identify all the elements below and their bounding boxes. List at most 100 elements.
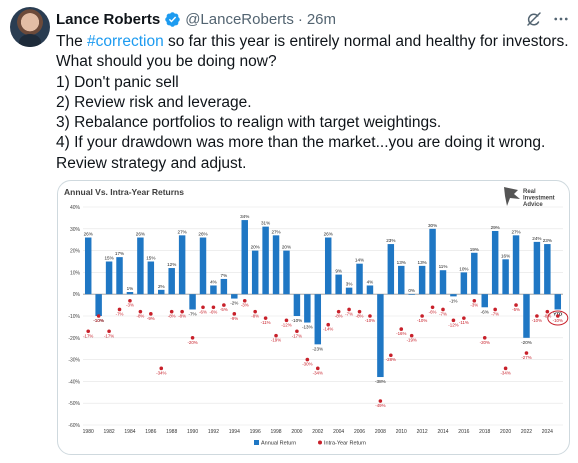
dot-intra-1983	[117, 307, 122, 312]
bar-annual-1993	[220, 278, 228, 295]
dot-intra-2009	[389, 353, 393, 358]
bar-label-2024: 23%	[543, 238, 552, 243]
dot-intra-2017	[472, 298, 477, 303]
bar-label-2009: 23%	[386, 238, 395, 243]
bar-annual-2007	[366, 285, 374, 295]
bar-label-2011: 0%	[408, 288, 415, 293]
bar-annual-1998	[272, 235, 280, 295]
dot-label-1989: -8%	[178, 314, 186, 319]
dot-intra-YTD	[555, 314, 560, 318]
bar-annual-2002	[314, 294, 322, 345]
bar-label-1997: 31%	[261, 221, 270, 226]
more-icon[interactable]	[552, 10, 570, 28]
hashtag-link[interactable]: #correction	[87, 33, 164, 50]
dot-label-2006: -8%	[356, 314, 364, 319]
x-tick-label: 2010	[396, 429, 407, 435]
y-tick-label: -60%	[68, 423, 80, 429]
dot-intra-2011	[409, 333, 414, 338]
y-tick-label: 0%	[73, 292, 81, 298]
dot-intra-2004	[336, 309, 341, 314]
dot-label-2000: -17%	[292, 333, 302, 338]
bar-annual-2009	[387, 244, 395, 295]
dot-label-2018: -20%	[480, 340, 490, 345]
dot-label-1997: -11%	[261, 320, 271, 325]
bar-annual-2011	[408, 294, 415, 295]
dot-intra-1988	[169, 309, 174, 314]
dot-label-2010: -16%	[396, 331, 406, 336]
bar-annual-2020	[502, 259, 509, 295]
bar-annual-2023	[533, 241, 541, 295]
bar-label-2003: 26%	[324, 232, 333, 237]
bar-label-1981: -10%	[93, 318, 104, 323]
dot-label-2020: -34%	[500, 370, 510, 375]
tweet-line-0: The #correction so far this year is enti…	[56, 32, 571, 52]
dot-intra-2013	[430, 305, 435, 310]
grok-icon[interactable]	[525, 10, 543, 28]
tweet-line-2: 1) Don't panic sell	[56, 73, 179, 91]
bar-label-2007: 4%	[367, 279, 374, 284]
x-tick-label: 2008	[375, 429, 386, 435]
dot-label-1993: -5%	[220, 307, 228, 312]
dot-label-2016: -11%	[459, 320, 469, 325]
dot-intra-2002	[315, 366, 320, 371]
dot-label-2024: -8%	[543, 314, 551, 319]
x-tick-label: 2012	[417, 429, 428, 435]
bar-annual-2003	[324, 237, 332, 295]
bar-annual-1989	[178, 235, 186, 295]
dot-label-2019: -7%	[491, 311, 499, 316]
bar-annual-2004	[335, 274, 342, 295]
bar-annual-2014	[439, 270, 447, 295]
author-name[interactable]: Lance Roberts	[56, 10, 161, 28]
bar-label-1991: 26%	[198, 232, 207, 237]
y-tick-label: 40%	[70, 205, 81, 211]
highlight-ring	[547, 310, 569, 326]
avatar[interactable]	[10, 7, 50, 47]
bar-annual-2021	[512, 235, 520, 295]
dot-intra-2022	[524, 351, 529, 355]
dot-intra-2006	[357, 309, 362, 314]
bar-annual-1990	[189, 294, 196, 310]
brand-text-2: Advice	[523, 202, 543, 208]
legend-swatch-annual	[254, 440, 259, 445]
bar-label-2000: -10%	[292, 318, 303, 323]
timestamp[interactable]: 26m	[306, 10, 337, 28]
brand-text-1: Investment	[523, 196, 555, 202]
dot-intra-2015	[451, 318, 456, 323]
bar-label-1990: -7%	[188, 311, 196, 316]
dot-label-2015: -12%	[448, 322, 458, 327]
dot-intra-2023	[535, 314, 539, 318]
dot-label-1995: -3%	[241, 303, 249, 308]
bar-label-2018: -6%	[481, 309, 489, 314]
brand-text-0: Real	[523, 189, 536, 195]
x-tick-label: 1980	[83, 429, 94, 435]
bar-annual-1995	[241, 220, 248, 295]
bar-annual-1984	[126, 292, 134, 295]
bar-label-1982: 15%	[104, 256, 113, 261]
bar-annual-2019	[491, 230, 499, 295]
tweet-line-6: Review strategy and adjust.	[56, 154, 247, 172]
tweet-media-chart[interactable]: Annual Vs. Intra-Year Returns Real Investm…	[57, 180, 570, 455]
dot-intra-2001	[305, 357, 310, 362]
author-handle[interactable]: @LanceRoberts	[185, 10, 294, 28]
bar-label-2019: 29%	[491, 225, 500, 230]
tweet-line-3: 2) Review risk and leverage.	[56, 93, 252, 111]
bar-annual-2016	[460, 272, 468, 295]
dot-label-1984: -3%	[126, 303, 134, 308]
dot-intra-2014	[441, 307, 445, 312]
bar-annual-2024	[544, 244, 551, 295]
x-tick-label: 1984	[124, 429, 135, 435]
x-tick-label: 2004	[333, 429, 344, 435]
bar-label-1992: 4%	[210, 279, 217, 284]
bar-label-2022: -20%	[521, 340, 532, 345]
text-before-hashtag: The	[56, 33, 88, 50]
dot-intra-2007	[368, 314, 372, 318]
dot-intra-2000	[295, 329, 299, 334]
dot-intra-1991	[201, 305, 205, 310]
bar-label-1983: 17%	[115, 251, 124, 256]
legend-label-annual: Annual Return	[261, 441, 296, 447]
bar-label-1988: 12%	[167, 262, 176, 267]
dot-label-1985: -8%	[136, 314, 144, 319]
bar-label-2015: -1%	[449, 298, 457, 303]
dot-label-2007: -10%	[365, 318, 375, 323]
bar-label-2016: 10%	[459, 266, 468, 271]
